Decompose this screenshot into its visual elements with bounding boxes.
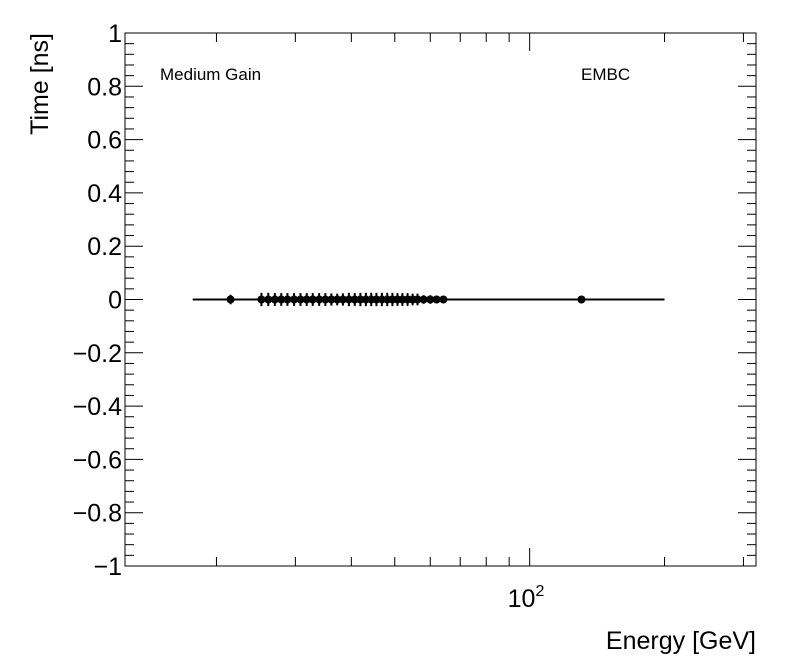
data-point: [327, 295, 336, 304]
x-tick-label-exponent: 2: [535, 583, 544, 600]
data-point: [413, 295, 422, 304]
data-point: [296, 295, 305, 304]
data-point: [302, 295, 311, 304]
data-point: [419, 295, 428, 304]
data-point: [350, 295, 359, 304]
y-tick-label: 0: [108, 287, 122, 315]
data-point: [321, 295, 330, 304]
y-axis-title: Time [ns]: [26, 33, 54, 135]
data-points: [226, 292, 586, 307]
y-tick-label: 1: [108, 20, 122, 48]
data-point: [264, 295, 273, 304]
data-point: [372, 295, 381, 304]
y-tick-labels: 1 0.8 0.6 0.4 0.2 0 −0.2 −0.4 −0.6 −0.8 −1: [73, 20, 122, 581]
y-tick-label: 0.6: [87, 127, 122, 155]
data-point: [432, 295, 441, 304]
x-tick-label: 102: [508, 583, 545, 613]
data-point: [283, 295, 292, 304]
y-tick-label: −0.2: [73, 340, 122, 368]
x-tick-label-base: 10: [508, 585, 536, 613]
data-point: [333, 295, 342, 304]
data-point: [270, 295, 279, 304]
y-tick-label: 0.2: [87, 233, 122, 261]
data-point: [308, 295, 317, 304]
data-point: [344, 295, 353, 304]
y-tick-label: 0.4: [87, 180, 122, 208]
x-axis-title: Energy [GeV]: [606, 627, 756, 655]
data-point: [315, 295, 324, 304]
data-point: [439, 295, 448, 304]
data-point: [577, 295, 586, 304]
data-point: [226, 295, 235, 304]
data-point: [356, 295, 365, 304]
y-tick-label: −0.6: [73, 446, 122, 474]
y-tick-label: 0.8: [87, 73, 122, 101]
x-tick-labels: 102: [508, 583, 545, 613]
annotation-gain: Medium Gain: [160, 65, 261, 84]
data-point: [257, 295, 266, 304]
y-tick-label: −0.4: [73, 393, 122, 421]
y-tick-label: −0.8: [73, 500, 122, 528]
data-point: [290, 295, 299, 304]
data-point: [277, 295, 286, 304]
plot-frame: [124, 32, 757, 567]
y-tick-label: −1: [93, 553, 122, 581]
data-point: [338, 295, 347, 304]
data-point: [426, 295, 435, 304]
annotation-region: EMBC: [581, 65, 630, 84]
